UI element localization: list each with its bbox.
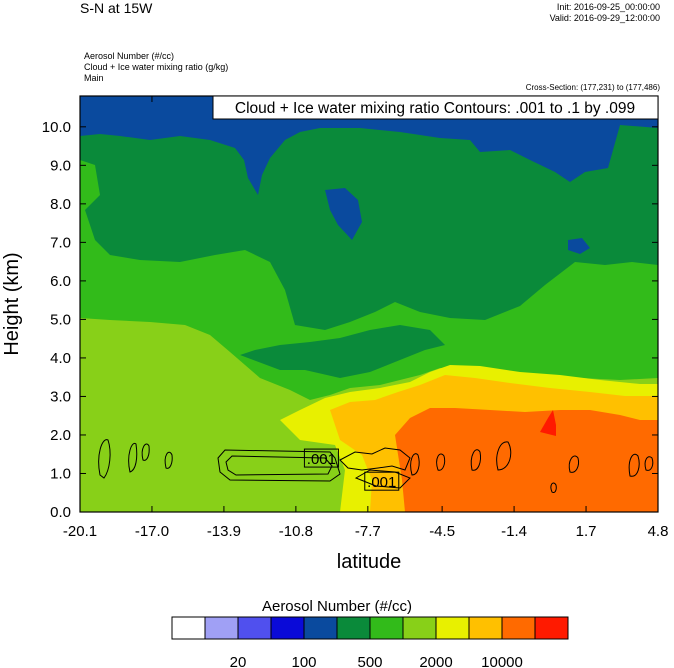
field-dense-dust [395,408,658,512]
contour-line [496,441,512,471]
contour-line [217,449,341,482]
plot-title: S-N at 15W [80,0,153,16]
y-tick-label: 6.0 [50,273,71,290]
x-tick-label: -20.1 [63,523,97,540]
colorbar-tick-label: 10000 [481,654,523,668]
y-axis: 0.0 1.0 2.0 3.0 4.0 5.0 6.0 7.0 8.0 9.0 10.0 [42,119,658,521]
field-upper-blue-blob [325,188,362,240]
colorbar-box [336,616,371,640]
y-tick-label: 1.0 [50,465,71,482]
x-tick-label: -13.9 [207,523,241,540]
colorbar-box [369,616,404,640]
cross-section-label: Cross-Section: (177,231) to (177,486) [525,83,660,92]
y-tick-label: 9.0 [50,157,71,174]
contour-label: .001 [367,474,396,491]
y-tick-label: 0.0 [50,504,71,521]
y-tick-label: 10.0 [42,119,71,136]
y-tick-label: 4.0 [50,350,71,367]
contour-line [354,469,411,489]
colorbar-box [204,616,239,640]
contour-info-text: Cloud + Ice water mixing ratio Contours:… [235,100,635,117]
contour-info-box [212,95,659,120]
x-tick-label: -4.5 [429,523,455,540]
contour-label-box [364,471,400,491]
field-label-main: Main [84,73,104,83]
x-tick-label: -10.8 [279,523,313,540]
contour-lines [98,439,654,493]
x-axis-label: latitude [337,551,402,573]
x-tick-label: 4.8 [648,523,669,540]
contour-line [98,439,111,479]
init-time: Init: 2016-09-25_00:00:00 [556,2,660,12]
contour-line [225,455,333,476]
colorbar-box [402,616,437,640]
y-axis-label: Height (km) [1,252,23,355]
contour-line [470,449,481,471]
contour-line [141,443,150,461]
colorbar [171,616,569,640]
colorbar-title: Aerosol Number (#/cc) [261,598,413,615]
contour-line [164,451,173,469]
valid-time: Valid: 2016-09-29_12:00:00 [549,13,660,23]
contour-line [339,447,411,471]
colorbar-box [270,616,305,640]
y-tick-label: 5.0 [50,311,71,328]
colorbar-box [534,616,569,640]
colorbar-tick-label: 100 [291,654,316,668]
x-tick-label: -17.0 [135,523,169,540]
contour-label-box [303,448,339,468]
x-tick-label: -7.7 [355,523,381,540]
y-tick-label: 2.0 [50,427,71,444]
x-tick-label: 1.7 [576,523,597,540]
field-label-cloud-ice: Cloud + Ice water mixing ratio (g/kg) [84,62,229,72]
aerosol-field [80,96,658,512]
colorbar-box [171,616,206,640]
colorbar-tick-label: 500 [357,654,382,668]
colorbar-box [237,616,272,640]
field-label-aerosol: Aerosol Number (#/cc) [84,51,175,61]
field-midlevel-green [240,325,445,378]
y-tick-label: 3.0 [50,388,71,405]
contour-line [410,453,420,476]
contour-labels: .001 .001 [303,448,400,491]
colorbar-labels: 20 100 500 2000 10000 [230,654,523,668]
y-tick-label: 7.0 [50,234,71,251]
colorbar-box [501,616,536,640]
colorbar-tick-label: 2000 [419,654,452,668]
colorbar-box [435,616,470,640]
colorbar-box [468,616,503,640]
y-tick-label: 8.0 [50,196,71,213]
contour-line [628,453,640,477]
field-upper-blue [80,96,658,195]
colorbar-box [303,616,338,640]
field-peak [540,410,556,436]
contour-line [568,455,579,473]
x-tick-label: -1.4 [501,523,527,540]
contour-label: .001 [307,451,336,468]
contour-line [128,442,138,473]
contour-line [644,456,654,471]
field-upper-blue-small [568,238,590,254]
colorbar-tick-label: 20 [230,654,247,668]
x-axis: -20.1 -17.0 -13.9 -10.8 -7.7 -4.5 -1.4 1.7 4.8 [63,96,669,540]
contour-line [436,453,446,471]
contour-line [550,482,557,493]
